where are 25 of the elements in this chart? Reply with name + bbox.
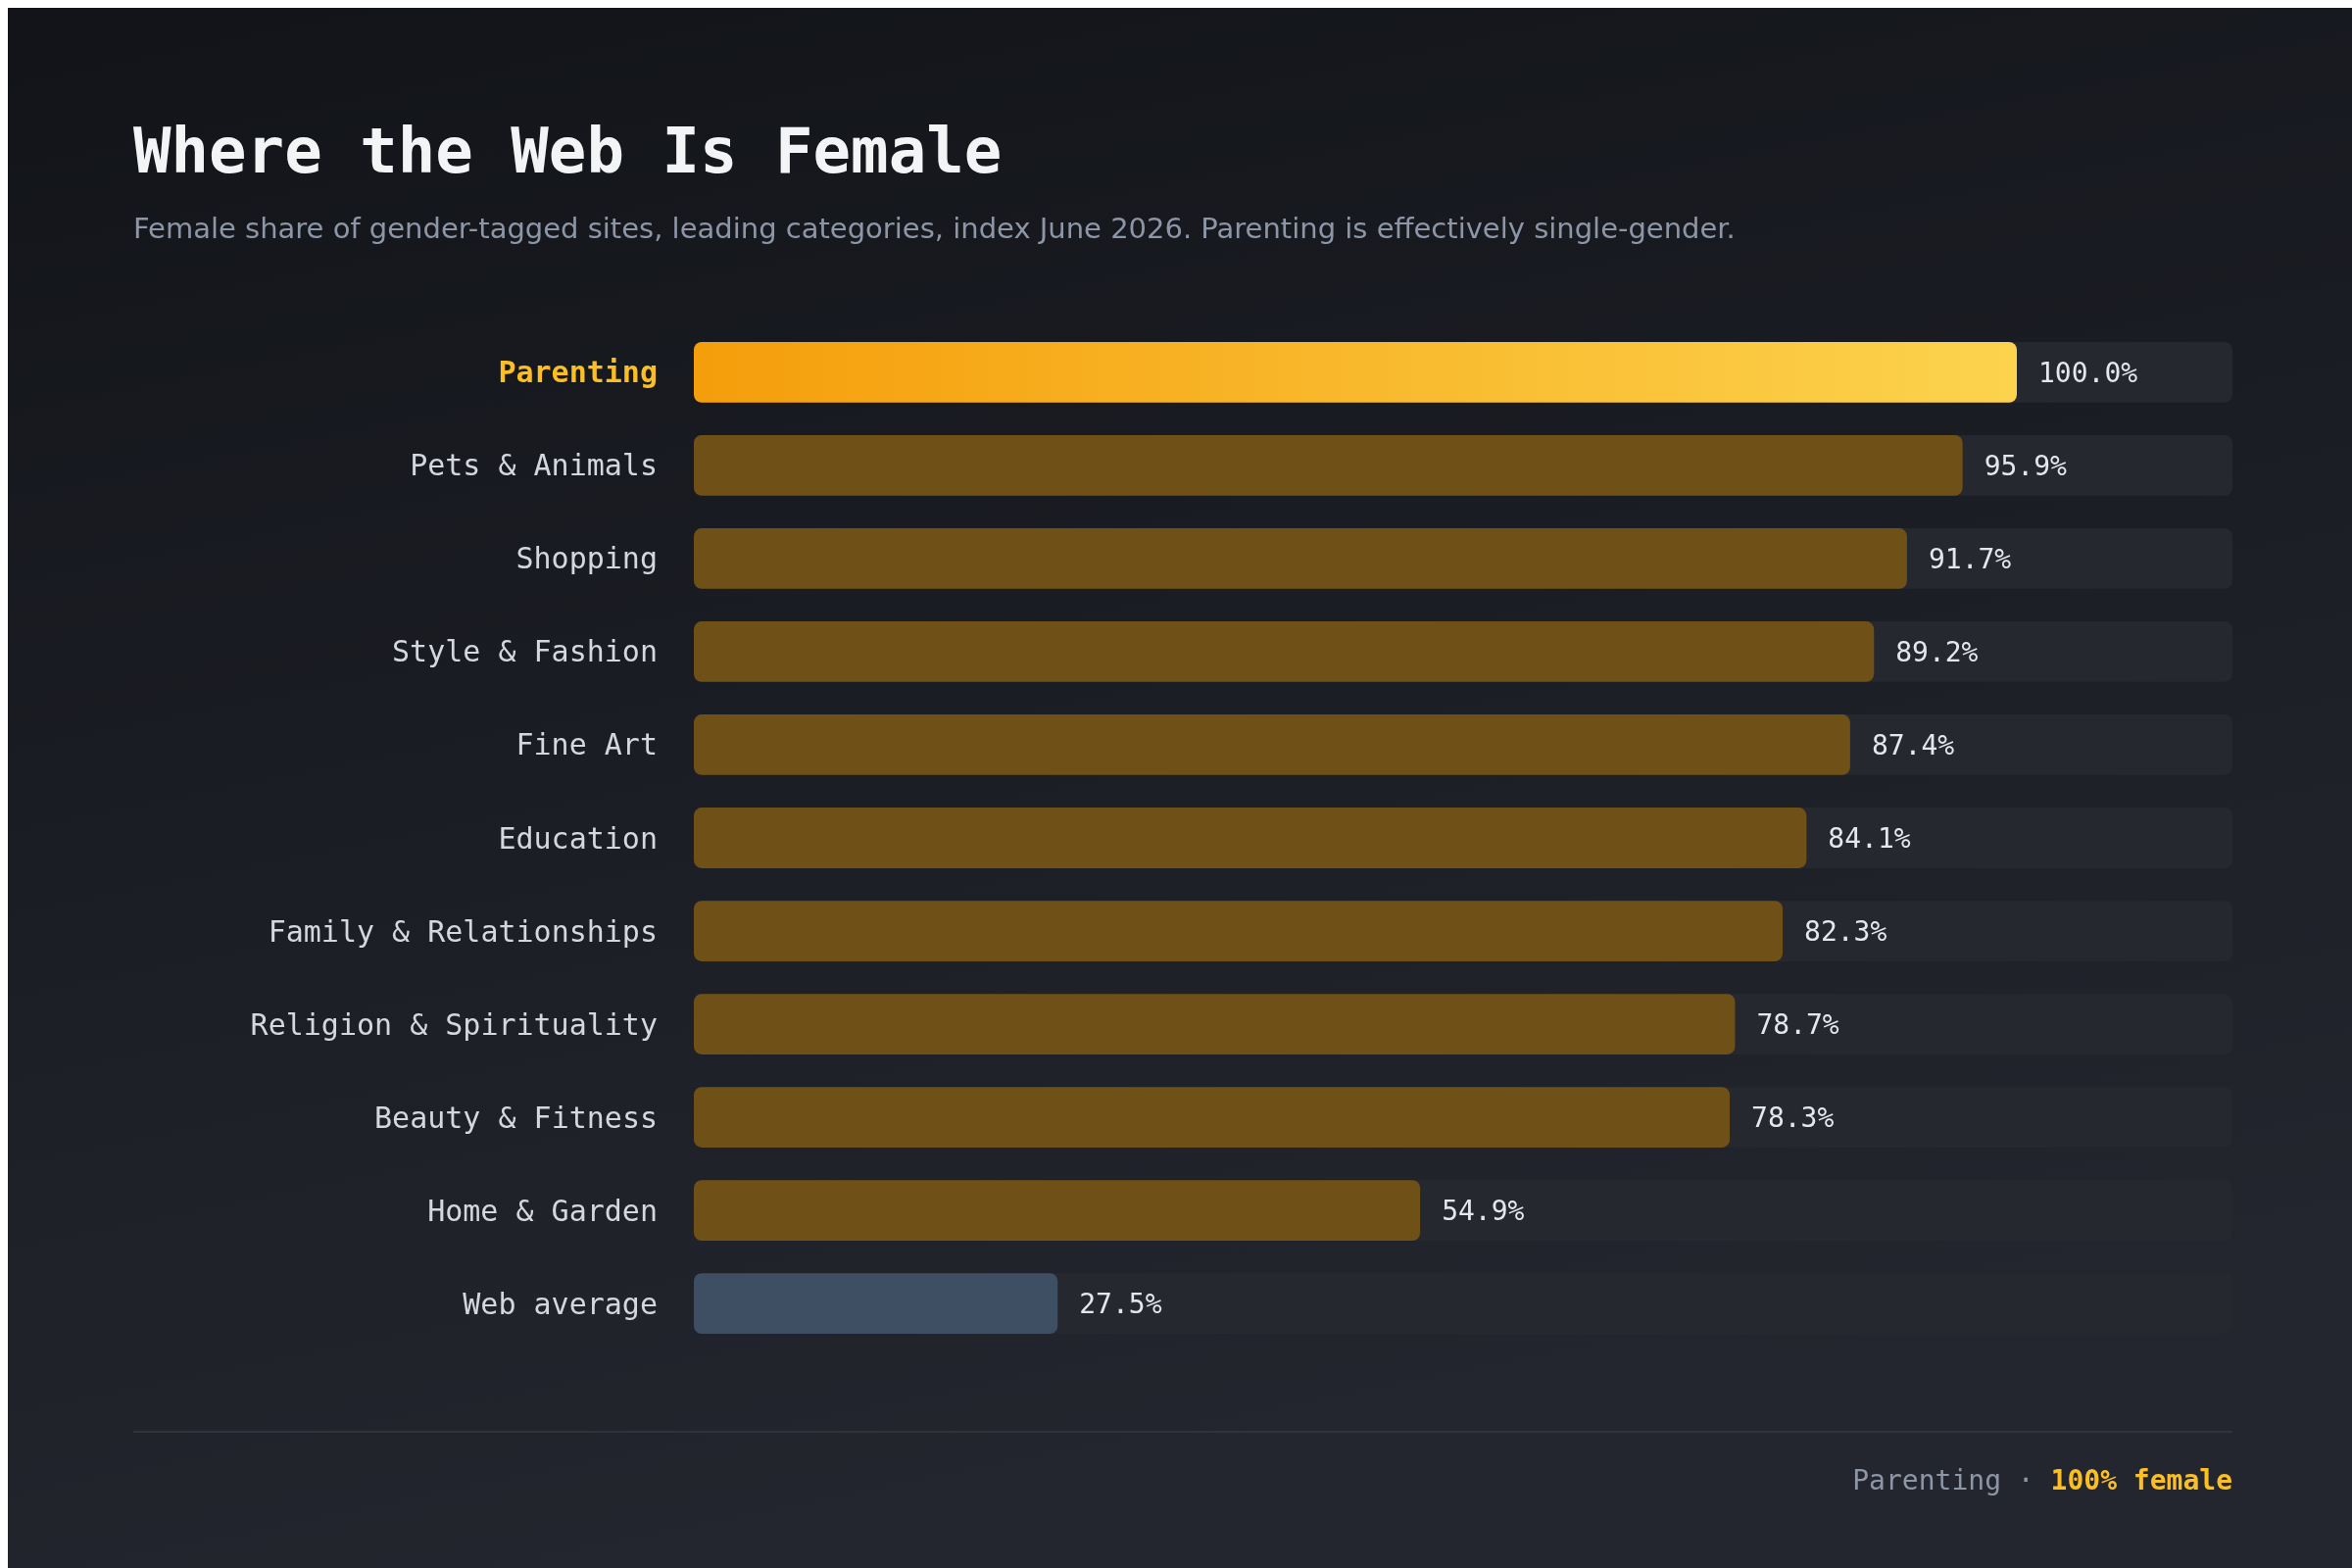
text: Parenting · 100% female [1852, 1464, 2232, 1496]
data-label: 84.1% [1828, 821, 1911, 855]
y-tick-label: Beauty & Fitness [374, 1100, 658, 1135]
y-tick-label: Web average [463, 1286, 658, 1321]
data-label: 78.7% [1756, 1007, 1839, 1041]
y-tick-label: Pets & Animals [410, 448, 658, 483]
y-tick-label: Religion & Spirituality [250, 1006, 658, 1042]
data-label: 91.7% [1928, 542, 2012, 575]
chart-title: Where the Web Is Female [133, 115, 1003, 187]
data-label: 95.9% [1984, 449, 2068, 482]
data-label: 78.3% [1751, 1101, 1835, 1134]
y-tick-label: Style & Fashion [392, 634, 658, 669]
y-tick-label: Shopping [515, 541, 658, 576]
data-label: 100.0% [2038, 356, 2138, 389]
data-label: 82.3% [1804, 914, 1887, 948]
data-label: 89.2% [1895, 635, 1979, 668]
chart-subtitle: Female share of gender-tagged sites, leading categories, index June 2026. Parenting is effectively single-gender. [133, 212, 1736, 245]
y-tick-label: Parenting [498, 355, 658, 390]
data-label: 27.5% [1079, 1287, 1162, 1320]
data-label: 54.9% [1442, 1194, 1525, 1227]
y-tick-label: Education [498, 820, 658, 856]
data-label: 87.4% [1871, 728, 1955, 761]
y-tick-label: Family & Relationships [268, 913, 658, 949]
y-tick-label: Fine Art [515, 727, 658, 762]
y-tick-label: Home & Garden [427, 1193, 658, 1228]
